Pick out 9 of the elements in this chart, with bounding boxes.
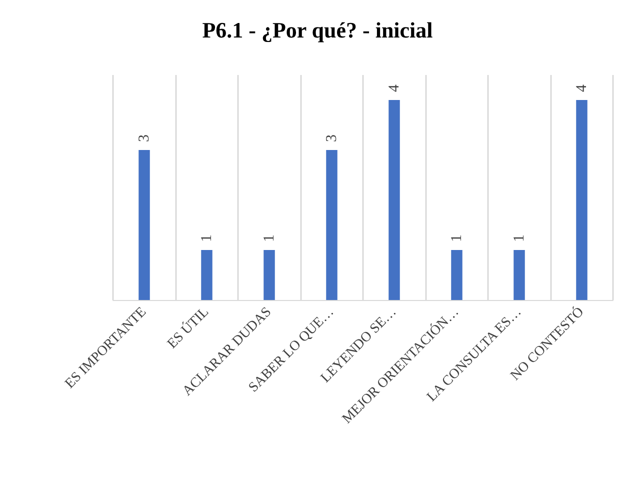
data-label: 1 [261, 234, 278, 242]
chart-title: P6.1 - ¿Por qué? - inicial [202, 18, 433, 42]
data-label: 3 [136, 134, 152, 142]
data-label: 1 [198, 234, 215, 242]
data-label: 1 [511, 234, 528, 242]
data-label: 4 [386, 84, 402, 92]
data-label: 4 [574, 84, 590, 92]
data-label: 1 [448, 234, 465, 242]
data-label: 3 [324, 134, 340, 142]
